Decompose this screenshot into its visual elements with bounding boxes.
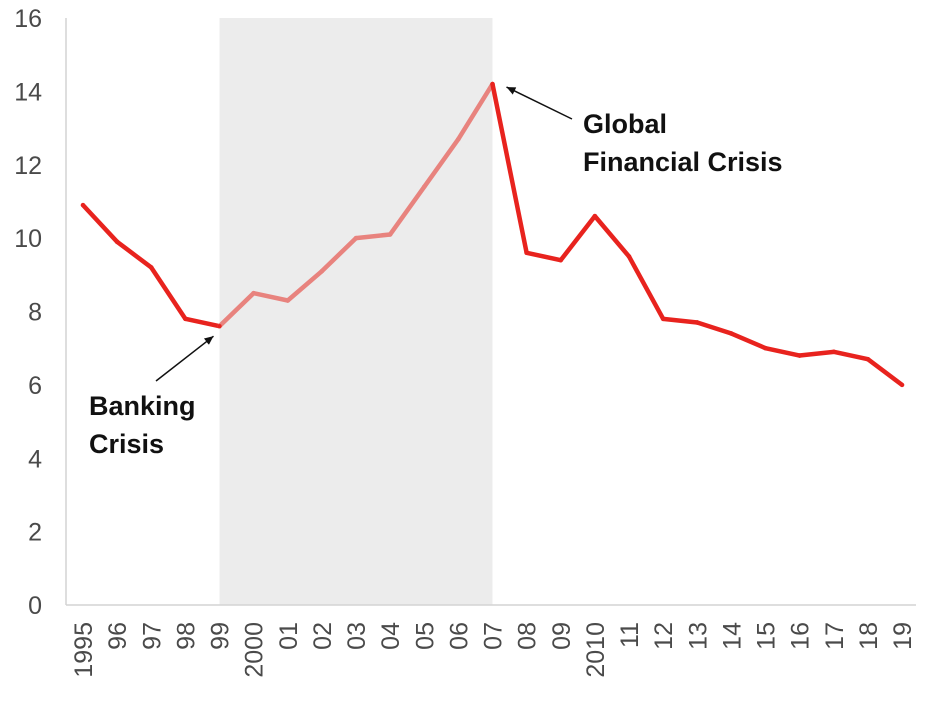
line-segment xyxy=(353,232,393,241)
data-point xyxy=(831,349,836,355)
x-tick-label: 2010 xyxy=(582,622,610,678)
annotation-arrow xyxy=(155,335,214,382)
x-tick-label: 2000 xyxy=(241,622,269,678)
annotation-line: Financial Crisis xyxy=(583,147,783,177)
x-tick-label: 17 xyxy=(821,622,849,650)
line-segment xyxy=(831,349,871,362)
y-tick-label: 4 xyxy=(28,445,42,473)
data-point xyxy=(899,382,905,388)
x-tick-label: 09 xyxy=(548,622,576,650)
y-tick-label: 6 xyxy=(28,372,42,400)
data-point xyxy=(319,268,325,274)
line-segment xyxy=(251,290,290,303)
data-point xyxy=(695,320,700,325)
data-point xyxy=(251,290,256,296)
line-segment xyxy=(660,316,700,325)
annotation-arrow xyxy=(506,86,573,120)
line-segment xyxy=(729,331,768,351)
x-tick-label: 96 xyxy=(104,622,132,650)
data-point xyxy=(285,298,290,303)
annotation-banking-crisis: Banking Crisis xyxy=(89,335,214,459)
x-tick-label: 19 xyxy=(889,622,917,650)
y-tick-label: 8 xyxy=(28,299,42,327)
data-point xyxy=(217,323,222,329)
x-tick-label: 97 xyxy=(138,622,166,650)
data-point xyxy=(558,257,563,263)
x-tick-label: 02 xyxy=(309,622,337,650)
y-tick-label: 2 xyxy=(28,519,42,547)
line-segment xyxy=(387,184,427,237)
line-segment xyxy=(217,290,256,329)
line-segment xyxy=(80,202,120,245)
y-tick-label: 16 xyxy=(14,5,42,33)
x-tick-labels: 1995 96 97 98 99 2000 01 02 03 04 05 06 07 08 09 2010 11… xyxy=(70,622,917,678)
x-tick-label: 04 xyxy=(377,622,405,650)
data-point xyxy=(797,353,802,358)
x-tick-label: 18 xyxy=(855,622,883,650)
line-segment xyxy=(695,320,734,336)
data-point xyxy=(490,81,495,87)
x-tick-label: 98 xyxy=(172,622,200,650)
data-point xyxy=(80,202,86,208)
annotation-global-financial-crisis: Global Financial Crisis xyxy=(506,86,783,177)
annotation-line: Banking xyxy=(89,391,196,421)
data-point xyxy=(524,250,529,255)
data-point xyxy=(626,254,632,259)
x-tick-label: 01 xyxy=(275,622,303,650)
x-tick-label: 12 xyxy=(650,622,678,650)
line-segment xyxy=(319,235,359,274)
line-segment xyxy=(797,349,836,358)
line-segment xyxy=(558,213,598,263)
data-point xyxy=(729,331,734,336)
data-point xyxy=(763,345,768,351)
x-tick-label: 16 xyxy=(787,622,815,650)
line-segment xyxy=(285,268,325,303)
annotation-label: Global Financial Crisis xyxy=(583,109,783,177)
data-point xyxy=(149,265,154,270)
y-tick-label: 0 xyxy=(28,592,42,620)
x-tick-label: 07 xyxy=(480,622,508,650)
data-point xyxy=(353,235,359,241)
line-segment xyxy=(592,213,632,259)
annotation-label: Banking Crisis xyxy=(89,391,203,459)
x-tick-label: 13 xyxy=(684,622,712,650)
y-tick-label: 10 xyxy=(14,225,42,253)
y-tick-label: 14 xyxy=(14,78,42,106)
line-segment xyxy=(456,81,495,142)
line-segment xyxy=(763,345,802,358)
data-point xyxy=(114,239,120,244)
x-tick-label: 06 xyxy=(445,622,473,650)
x-tick-label: 03 xyxy=(343,622,371,650)
x-tick-label: 1995 xyxy=(70,622,98,678)
line-segment xyxy=(422,136,461,190)
line-segment xyxy=(183,316,222,329)
x-tick-label: 14 xyxy=(718,622,746,650)
data-point xyxy=(865,356,871,362)
line-segment xyxy=(865,356,905,388)
data-point xyxy=(387,232,393,237)
y-tick-label: 12 xyxy=(14,152,42,180)
shaded-period xyxy=(219,18,493,605)
annotation-line: Crisis xyxy=(89,429,164,459)
line-segment xyxy=(114,239,154,270)
line-segment xyxy=(524,250,563,263)
x-tick-label: 15 xyxy=(753,622,781,650)
x-tick-label: 99 xyxy=(207,622,235,650)
series-lines xyxy=(80,81,905,388)
line-segment xyxy=(626,254,666,322)
x-tick-label: 08 xyxy=(514,622,542,650)
x-tick-label: 05 xyxy=(411,622,439,650)
annotation-line: Global xyxy=(583,109,667,139)
line-segment xyxy=(149,265,188,322)
line-segment xyxy=(490,81,529,256)
data-point xyxy=(456,136,461,142)
data-point xyxy=(660,316,666,322)
data-point xyxy=(422,184,427,189)
x-tick-label: 11 xyxy=(616,622,644,648)
data-point xyxy=(592,213,598,219)
y-tick-labels: 0 2 4 6 8 10 12 14 16 xyxy=(14,5,42,620)
data-point xyxy=(183,316,188,322)
